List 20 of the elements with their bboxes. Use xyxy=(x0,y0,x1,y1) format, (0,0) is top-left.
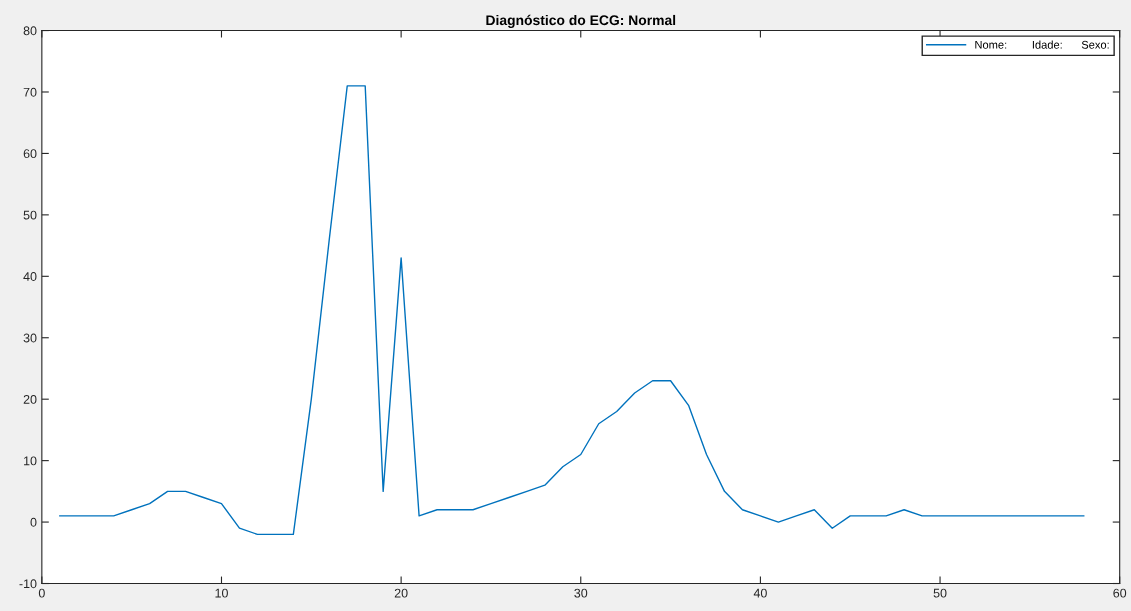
y-tick-label: 10 xyxy=(24,456,37,466)
y-tick-label: 0 xyxy=(30,517,37,527)
line-series xyxy=(59,85,1085,536)
y-tick-label: 60 xyxy=(23,149,37,159)
y-tick-label: 70 xyxy=(23,87,37,97)
x-tick-label: 20 xyxy=(394,588,408,598)
y-tick-label: 40 xyxy=(23,272,37,281)
x-tick-label: 30 xyxy=(574,588,588,598)
y-tick-label: -10 xyxy=(19,579,37,589)
x-tick-label: 60 xyxy=(1113,588,1127,598)
x-tick-label: 0 xyxy=(38,588,45,598)
legend-label: Nome: Idade: Sexo: xyxy=(975,40,1109,49)
x-tick-label: 50 xyxy=(933,588,947,598)
y-tick-label: 30 xyxy=(23,333,37,343)
y-tick-label: 50 xyxy=(23,210,37,220)
x-tick-label: 40 xyxy=(753,588,767,598)
chart-title: Diagnóstico do ECG: Normal xyxy=(486,14,676,28)
x-tick-label: 10 xyxy=(215,588,228,598)
y-tick-label: 20 xyxy=(23,394,37,404)
y-tick-label: 80 xyxy=(23,26,37,36)
